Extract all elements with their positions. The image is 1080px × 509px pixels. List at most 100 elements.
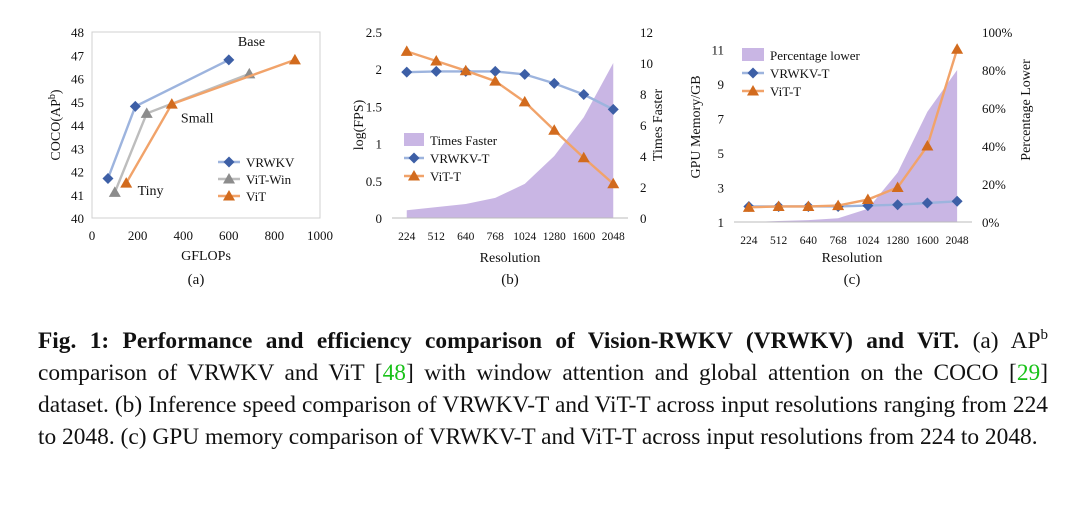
chart-c-ytick-left-3: 3	[718, 180, 725, 195]
chart-c-xtick-1600: 1600	[916, 235, 939, 247]
chart-b-legend-label-area: Times Faster	[430, 133, 498, 148]
chart-a-annotation-base: Base	[238, 35, 265, 50]
chart-c-xtick-2048: 2048	[946, 235, 969, 247]
chart-c-xtick-1024: 1024	[856, 235, 879, 247]
chart-a-xtick-1000: 1000	[307, 228, 333, 243]
chart-b-xlabel: Resolution	[480, 251, 541, 266]
chart-c-xtick-1280: 1280	[886, 235, 909, 247]
chart-c-point-vit-t-1280	[891, 181, 904, 192]
chart-c-ytick-right-80: 80%	[982, 63, 1006, 78]
chart-b-xtick-224: 224	[398, 231, 416, 243]
chart-c-legend-label-vrwkv-t: VRWKV-T	[770, 66, 830, 81]
chart-b-ytick-left-1: 1	[376, 137, 383, 152]
chart-b-point-vit-t-1024	[518, 95, 531, 107]
chart-c-point-vit-t-640	[802, 200, 815, 211]
chart-b-point-vit-t-640	[459, 64, 472, 76]
caption-title: Fig. 1: Performance and efficiency compa…	[38, 328, 960, 354]
chart-c-point-vit-t-768	[832, 199, 845, 211]
chart-b-ytick-left-2.5: 2.5	[366, 25, 382, 40]
chart-b-legend-label-vit-t: ViT-T	[430, 169, 461, 184]
chart-c-point-vit-t-1600	[921, 140, 934, 151]
chart-b-point-vrwkv-t-1024	[519, 68, 531, 80]
chart-c-point-vrwkv-t-2048	[951, 195, 963, 207]
chart-c-ytick-left-11: 11	[711, 42, 724, 57]
chart-c-point-vit-t-512	[772, 200, 785, 211]
chart-b-point-vit-t-224	[400, 45, 413, 56]
chart-b-xtick-1024: 1024	[513, 231, 536, 243]
chart-b-point-vit-t-1280	[548, 124, 561, 135]
figure-caption: Fig. 1: Performance and efficiency compa…	[38, 325, 1048, 453]
chart-b-xtick-2048: 2048	[602, 231, 625, 243]
caption-a-text1: comparison of VRWKV and ViT [	[38, 360, 383, 386]
chart-a-xtick-400: 400	[173, 228, 193, 243]
chart-b-ytick-left-0: 0	[376, 211, 383, 226]
chart-a-legend-label-vit-win: ViT-Win	[246, 172, 292, 187]
caption-a-sup: b	[1040, 327, 1049, 344]
chart-b-xtick-768: 768	[487, 231, 505, 243]
chart-b-sublabel: (b)	[501, 272, 519, 288]
chart-c-legend-marker-1	[747, 85, 759, 96]
chart-a-ytick-41: 41	[71, 188, 84, 203]
chart-b-point-vrwkv-t-1280	[548, 77, 560, 89]
chart-b-legend-marker-0	[408, 152, 420, 164]
chart-a-point-vit-0	[120, 177, 133, 188]
chart-c-point-vrwkv-t-1280	[892, 199, 904, 211]
chart-b-point-vit-t-1600	[577, 151, 590, 163]
chart-c-ytick-right-100: 100%	[982, 25, 1013, 40]
chart-b-point-vrwkv-t-1600	[578, 88, 590, 100]
chart-b-ytick-right-12: 12	[640, 25, 653, 40]
chart-a-point-vit-2	[288, 53, 301, 65]
chart-a-point-vrwkv-0	[102, 172, 114, 184]
chart-c-xtick-224: 224	[740, 235, 758, 247]
caption-a-text2: ] with window attention and global atten…	[405, 360, 1017, 386]
chart-b-point-vit-t-512	[430, 55, 443, 66]
caption-a-label: (a) AP	[972, 328, 1041, 354]
chart-a-legend-label-vrwkv: VRWKV	[246, 155, 295, 170]
chart-b-point-vrwkv-t-768	[489, 65, 501, 77]
chart-c-legend-swatch-area	[742, 48, 764, 61]
chart-c-legend-marker-0	[747, 67, 759, 79]
chart-c-ytick-left-1: 1	[718, 215, 725, 230]
chart-a-apb-vs-gflops: COCO(APb) GFLOPs (a) 40 41 42 43 44 45 46 47 48 0…	[47, 25, 333, 288]
chart-a-point-vit-1	[165, 98, 178, 109]
chart-b-ytick-right-8: 8	[640, 87, 647, 102]
chart-b-point-vrwkv-t-2048	[607, 103, 619, 115]
chart-c-ytick-right-20: 20%	[982, 177, 1006, 192]
chart-a-ytick-46: 46	[71, 72, 85, 87]
chart-b-ytick-right-6: 6	[640, 118, 647, 133]
citation-link-29[interactable]: 29	[1016, 360, 1041, 386]
chart-a-point-vrwkv-2	[223, 54, 235, 66]
chart-c-ylabel-right: Percentage Lower	[1019, 59, 1034, 161]
chart-a-ytick-42: 42	[71, 165, 84, 180]
chart-c-ytick-right-40: 40%	[982, 139, 1006, 154]
chart-c-ytick-left-5: 5	[718, 146, 725, 161]
chart-b-ytick-right-2: 2	[640, 180, 647, 195]
chart-a-annotation-tiny: Tiny	[138, 184, 164, 199]
citation-link-48[interactable]: 48	[382, 360, 406, 386]
chart-b-inference-speed: log(FPS) Times Faster Resolution (b) 0 0.…	[352, 25, 666, 288]
chart-c-ytick-right-0: 0%	[982, 215, 1000, 230]
chart-b-xtick-1280: 1280	[543, 231, 566, 243]
chart-a-legend-marker-0	[223, 156, 235, 168]
chart-b-legend-marker-1	[408, 170, 420, 181]
chart-b-ytick-left-0.5: 0.5	[366, 174, 382, 189]
chart-b-xtick-512: 512	[428, 231, 446, 243]
chart-a-point-vit-win-0	[108, 186, 121, 197]
chart-a-ylabel: COCO(APb)	[47, 89, 64, 160]
chart-c-ylabel-left: GPU Memory/GB	[689, 75, 704, 178]
chart-a-ytick-40: 40	[71, 211, 84, 226]
chart-b-point-vit-t-2048	[607, 177, 620, 189]
chart-a-sublabel: (a)	[188, 272, 205, 288]
chart-b-point-vit-t-768	[489, 75, 502, 86]
chart-c-point-vit-t-2048	[951, 43, 964, 54]
chart-b-ylabel-right: Times Faster	[651, 89, 666, 162]
chart-c-xtick-640: 640	[800, 235, 818, 247]
chart-b-xtick-640: 640	[457, 231, 475, 243]
chart-b-ytick-right-4: 4	[640, 149, 647, 164]
chart-c-point-vrwkv-t-1600	[921, 197, 933, 209]
caption-c-text: (c) GPU memory comparison of VRWKV-T and…	[120, 424, 1038, 450]
chart-c-xtick-768: 768	[830, 235, 848, 247]
chart-c-area-percentage-lower	[748, 70, 958, 222]
chart-c-point-vit-t-224	[742, 201, 755, 212]
chart-b-legend-swatch-area	[404, 133, 424, 146]
